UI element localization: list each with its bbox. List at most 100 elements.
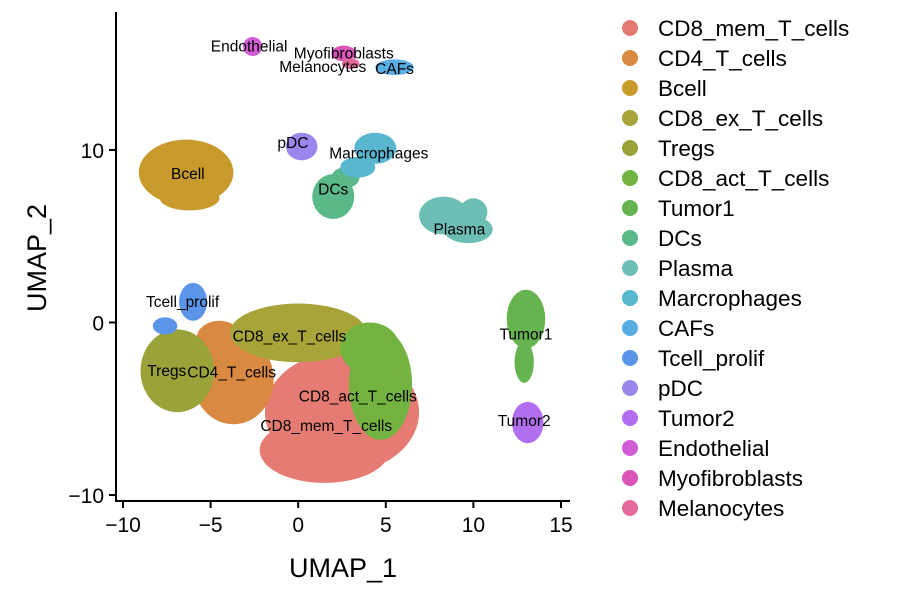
legend-label: Tregs <box>658 136 715 161</box>
x-tick-label: 0 <box>292 514 304 537</box>
legend-item-tumor2: Tumor2 <box>622 406 735 431</box>
cluster-point-cloud <box>459 198 488 226</box>
cluster-label-tregs: Tregs <box>147 363 186 380</box>
cluster-label-pdc: pDC <box>277 135 308 152</box>
cluster-label-marcrophages: Marcrophages <box>329 145 428 162</box>
legend-item-melanocytes: Melanocytes <box>622 496 784 521</box>
cluster-cd8-ex-t-cells <box>229 303 367 363</box>
cluster-point-cloud <box>138 139 234 206</box>
legend-item-tregs: Tregs <box>622 136 715 161</box>
legend-swatch <box>622 20 638 36</box>
legend-label: pDC <box>658 376 703 401</box>
legend-swatch <box>622 50 638 66</box>
legend-item-cd4-t-cells: CD4_T_cells <box>622 46 787 71</box>
legend: CD8_mem_T_cells CD4_T_cells Bcell CD8_ex_T_… <box>622 16 849 521</box>
legend-label: Endothelial <box>658 436 769 461</box>
legend-swatch <box>622 170 638 186</box>
legend-swatch <box>622 440 638 456</box>
legend-label: DCs <box>658 226 702 251</box>
cluster-point-cloud <box>243 37 263 56</box>
legend-swatch <box>622 410 638 426</box>
cluster-label-melanocytes: Melanocytes <box>279 59 366 76</box>
legend-swatch <box>622 110 638 126</box>
legend-item-cafs: CAFs <box>622 316 714 341</box>
legend-label: CD8_act_T_cells <box>658 166 829 191</box>
cluster-point-cloud <box>159 186 220 211</box>
cluster-tregs <box>140 329 215 413</box>
axes: −10 −5 0 5 10 15 −10 0 10 UMAP_1 UMAP_2 <box>22 12 573 583</box>
legend-label: Myofibroblasts <box>658 466 803 491</box>
legend-label: Marcrophages <box>658 286 802 311</box>
cluster-point-cloud <box>229 303 367 363</box>
cluster-label-dcs: DCs <box>318 182 348 199</box>
cluster-point-cloud <box>140 329 215 413</box>
legend-item-plasma: Plasma <box>622 256 734 281</box>
legend-swatch <box>622 290 638 306</box>
cluster-label-bcell: Bcell <box>171 166 205 183</box>
cluster-point-cloud <box>179 282 208 321</box>
cluster-tumor2 <box>511 401 544 444</box>
cluster-point-cloud <box>259 417 390 483</box>
legend-label: Tumor2 <box>658 406 735 431</box>
legend-label: Tcell_prolif <box>658 346 765 371</box>
legend-label: CD8_ex_T_cells <box>658 106 823 131</box>
legend-label: Plasma <box>658 256 734 281</box>
y-tick-label: 0 <box>92 313 104 336</box>
cluster-label-cd8-act-t-cells: CD8_act_T_cells <box>299 389 417 406</box>
cluster-label-endothelial: Endothelial <box>211 39 288 56</box>
legend-item-pdc: pDC <box>622 376 703 401</box>
cluster-endothelial <box>243 37 263 56</box>
cluster-myofibroblasts <box>331 45 357 62</box>
legend-item-myofibroblasts: Myofibroblasts <box>622 466 803 491</box>
cluster-label-cd8-ex-t-cells: CD8_ex_T_cells <box>233 328 347 345</box>
cluster-melanocytes <box>342 58 360 69</box>
legend-item-dcs: DCs <box>622 226 702 251</box>
legend-item-tumor1: Tumor1 <box>622 196 735 221</box>
cluster-point-cloud <box>354 132 397 164</box>
legend-swatch <box>622 470 638 486</box>
x-tick-label: 5 <box>380 514 392 537</box>
cluster-label-tumor2: Tumor2 <box>498 413 551 430</box>
legend-label: CD8_mem_T_cells <box>658 16 849 41</box>
x-tick-label: 10 <box>462 514 485 537</box>
x-tick-label: 15 <box>549 514 572 537</box>
cluster-point-cloud <box>511 401 544 444</box>
cluster-labels: CD8_mem_T_cells CD4_T_cells Bcell CD8_ex_T_… <box>146 39 552 436</box>
cluster-marcrophages <box>340 132 397 178</box>
legend-label: CAFs <box>658 316 714 341</box>
y-axis-ticks: −10 0 10 <box>68 140 116 508</box>
cluster-point-cloud <box>331 45 357 62</box>
legend-item-tcell-prolif: Tcell_prolif <box>622 346 765 371</box>
legend-swatch <box>622 200 638 216</box>
legend-swatch <box>622 80 638 96</box>
cluster-bcell <box>138 139 234 211</box>
cluster-point-cloud <box>514 341 534 383</box>
legend-label: CD4_T_cells <box>658 46 787 71</box>
legend-item-cd8-mem-t-cells: CD8_mem_T_cells <box>622 16 849 41</box>
legend-swatch <box>622 350 638 366</box>
legend-label: Bcell <box>658 76 707 101</box>
legend-item-endothelial: Endothelial <box>622 436 769 461</box>
legend-item-marcrophages: Marcrophages <box>622 286 802 311</box>
legend-swatch <box>622 320 638 336</box>
cluster-plasma <box>419 196 493 244</box>
cluster-point-cloud <box>340 322 400 375</box>
cluster-tcell-prolif <box>152 282 208 335</box>
cluster-cd8-act-t-cells <box>340 322 413 440</box>
cluster-label-plasma: Plasma <box>434 221 486 238</box>
cluster-point-cloud <box>375 59 414 75</box>
x-axis-ticks: −10 −5 0 5 10 15 <box>105 501 573 537</box>
legend-label: Melanocytes <box>658 496 784 521</box>
cluster-cafs <box>375 59 414 75</box>
legend-label: Tumor1 <box>658 196 735 221</box>
x-tick-label: −5 <box>199 514 223 537</box>
cluster-label-tumor1: Tumor1 <box>500 327 553 344</box>
legend-swatch <box>622 500 638 516</box>
legend-item-cd8-act-t-cells: CD8_act_T_cells <box>622 166 829 191</box>
cluster-point-cloud <box>342 58 360 69</box>
cluster-blobs <box>138 37 546 483</box>
legend-swatch <box>622 140 638 156</box>
cluster-pdc <box>285 132 318 161</box>
y-axis-title: UMAP_2 <box>22 204 52 312</box>
